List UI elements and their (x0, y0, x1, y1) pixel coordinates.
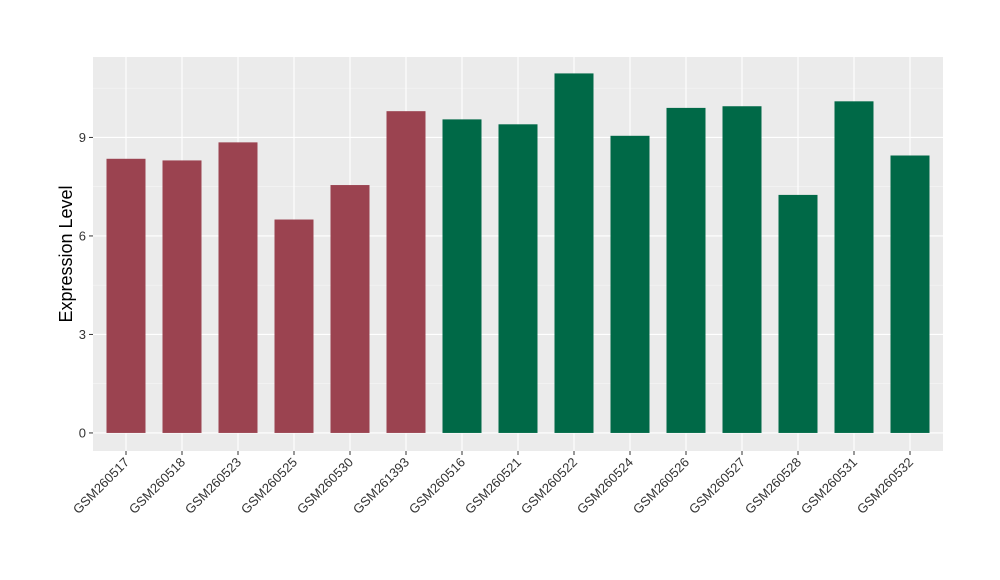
x-tick-label: GSM260528 (742, 455, 804, 517)
bar-gsm260532 (890, 155, 930, 433)
x-tick-label: GSM260531 (798, 455, 860, 517)
bar-gsm260528 (778, 194, 818, 433)
bar-gsm260526 (666, 107, 706, 433)
bar-gsm261393 (386, 111, 426, 433)
y-tick-label: 0 (79, 425, 86, 440)
bar-gsm260517 (106, 158, 146, 433)
y-tick-label: 3 (79, 327, 86, 342)
x-tick-label: GSM260517 (70, 455, 132, 517)
y-axis: 0 3 6 9 (79, 130, 93, 440)
bar-gsm260525 (274, 219, 314, 433)
bar-gsm260531 (834, 101, 874, 433)
x-tick-label: GSM260527 (686, 455, 748, 517)
bar-gsm260521 (498, 124, 538, 433)
bar-gsm260518 (162, 160, 202, 433)
bar-gsm260524 (610, 135, 650, 433)
x-axis: GSM260517GSM260518GSM260523GSM260525GSM2… (70, 451, 916, 517)
y-tick-label: 6 (79, 228, 86, 243)
x-tick-label: GSM260522 (518, 455, 580, 517)
x-tick-label: GSM260526 (630, 455, 692, 517)
x-tick-label: GSM260516 (406, 455, 468, 517)
x-tick-label: GSM261393 (350, 455, 412, 517)
y-axis-title: Expression Level (56, 185, 76, 322)
x-tick-label: GSM260532 (854, 455, 916, 517)
x-tick-label: GSM260530 (294, 455, 356, 517)
bar-gsm260516 (442, 119, 482, 433)
x-tick-label: GSM260525 (238, 455, 300, 517)
x-tick-label: GSM260523 (182, 455, 244, 517)
x-tick-label: GSM260521 (462, 455, 524, 517)
bar-gsm260530 (330, 185, 370, 433)
y-tick-label: 9 (79, 130, 86, 145)
x-tick-label: GSM260524 (574, 455, 636, 517)
bar-gsm260523 (218, 142, 258, 433)
bars (106, 73, 930, 433)
bar-gsm260527 (722, 106, 762, 433)
bar-gsm260522 (554, 73, 594, 433)
x-tick-label: GSM260518 (126, 455, 188, 517)
